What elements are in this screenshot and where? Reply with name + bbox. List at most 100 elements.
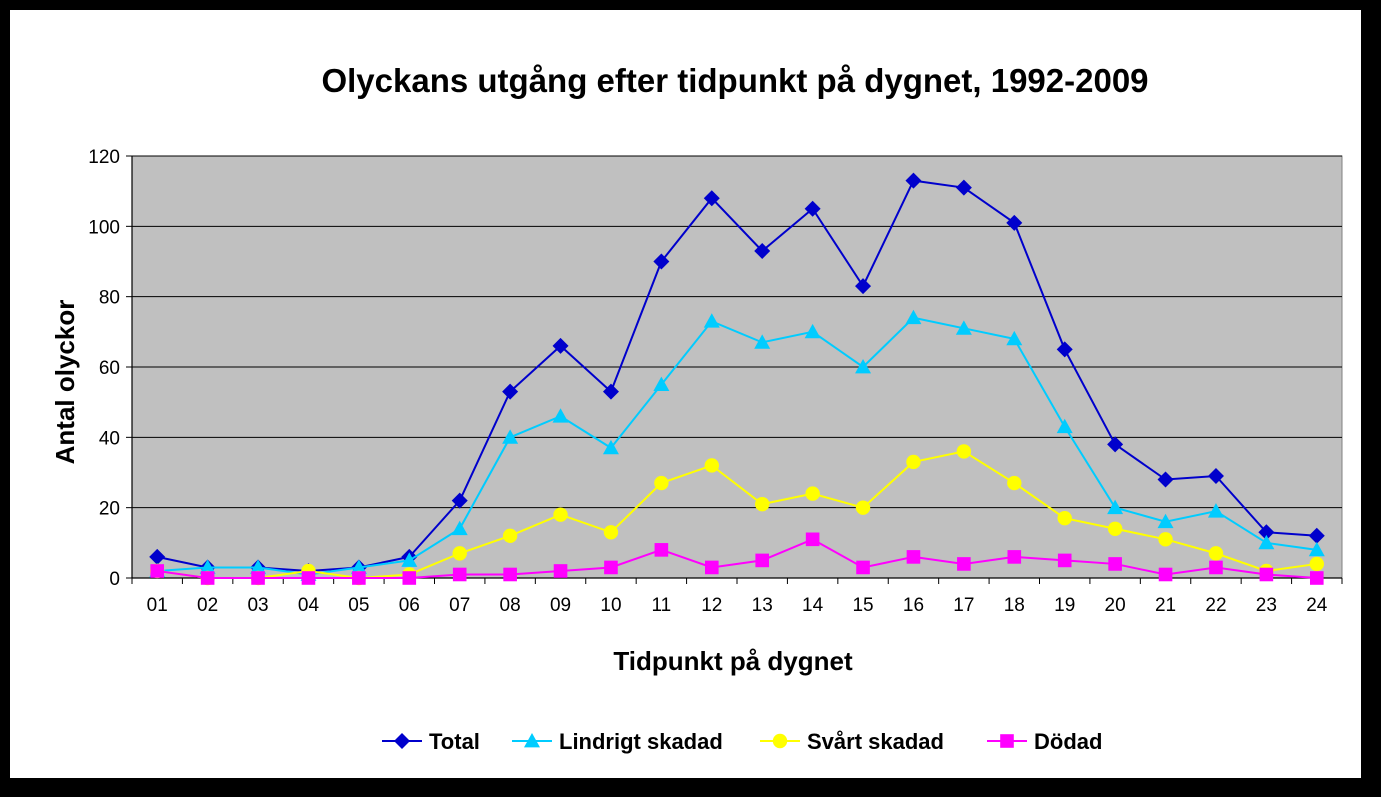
data-point-lindrigt-skadad — [451, 520, 468, 536]
y-tick-label: 100 — [88, 217, 120, 238]
x-tick-label: 13 — [752, 595, 773, 616]
data-point-lindrigt-skadad — [754, 334, 771, 349]
data-point-d-dad — [1209, 560, 1223, 575]
data-point-total — [1207, 468, 1224, 485]
x-tick-label: 17 — [953, 595, 974, 616]
y-tick-label: 120 — [88, 147, 120, 168]
data-point-d-dad — [805, 532, 820, 547]
data-point-d-dad — [856, 560, 870, 575]
data-point-lindrigt-skadad — [955, 320, 972, 335]
data-point-total — [502, 383, 519, 400]
x-tick-label: 14 — [802, 595, 824, 616]
data-point-sv-rt-skadad — [855, 500, 871, 515]
data-point-lindrigt-skadad — [1056, 418, 1073, 434]
data-point-d-dad — [251, 571, 265, 585]
data-point-sv-rt-skadad — [906, 454, 921, 470]
legend-item-d-dad: Dödad — [987, 729, 1102, 754]
x-tick-label: 11 — [652, 595, 672, 616]
chart-title: Olyckans utgång efter tidpunkt på dygnet… — [321, 62, 1148, 99]
data-point-d-dad — [704, 560, 719, 575]
x-tick-label: 09 — [550, 595, 571, 616]
legend: Total Lindrigt skadad Svårt skadad Dödad — [382, 729, 1102, 754]
data-point-sv-rt-skadad — [956, 444, 972, 459]
data-point-d-dad — [1309, 571, 1324, 585]
x-tick-label: 20 — [1105, 595, 1126, 616]
data-point-sv-rt-skadad — [704, 458, 719, 473]
data-point-sv-rt-skadad — [1309, 556, 1324, 572]
data-point-total — [451, 492, 468, 509]
data-point-lindrigt-skadad — [1258, 534, 1275, 550]
legend-label: Svårt skadad — [807, 729, 944, 754]
data-point-d-dad — [906, 550, 921, 564]
x-tick-label: 05 — [348, 595, 369, 616]
legend-item-sv-rt-skadad: Svårt skadad — [760, 729, 944, 754]
data-point-total — [1107, 436, 1124, 453]
series-line-d-dad — [157, 538, 1317, 579]
x-tick-label: 01 — [147, 595, 168, 616]
data-point-lindrigt-skadad — [350, 559, 367, 574]
data-point-d-dad — [1259, 567, 1274, 582]
series-line-lindrigt-skadad — [157, 316, 1317, 576]
data-point-d-dad — [1057, 553, 1072, 568]
data-point-d-dad — [150, 564, 165, 578]
data-point-d-dad — [452, 567, 467, 582]
line-chart: Olyckans utgång efter tidpunkt på dygnet… — [50, 62, 1343, 754]
x-tick-label: 04 — [298, 595, 320, 616]
legend-marker — [394, 733, 410, 749]
y-axis-ticks: 0 20 40 60 80 100 120 — [88, 147, 132, 590]
data-point-sv-rt-skadad — [553, 507, 568, 522]
data-point-lindrigt-skadad — [250, 559, 267, 574]
data-point-total — [1157, 471, 1174, 488]
data-point-sv-rt-skadad — [805, 486, 820, 501]
data-point-d-dad — [200, 571, 215, 585]
data-point-d-dad — [1007, 550, 1022, 564]
data-point-lindrigt-skadad — [1006, 330, 1023, 346]
data-point-lindrigt-skadad — [1107, 499, 1124, 515]
y-tick-label: 20 — [99, 499, 120, 520]
data-point-sv-rt-skadad — [452, 546, 467, 561]
data-point-lindrigt-skadad — [905, 309, 922, 325]
data-point-total — [703, 190, 720, 207]
data-point-sv-rt-skadad — [1208, 546, 1224, 561]
chart-frame: Olyckans utgång efter tidpunkt på dygnet… — [10, 10, 1361, 778]
legend-label: Dödad — [1034, 729, 1102, 754]
legend-marker — [524, 733, 540, 748]
data-point-d-dad — [755, 553, 770, 568]
legend-label: Total — [429, 729, 480, 754]
data-point-sv-rt-skadad — [1057, 511, 1072, 526]
data-point-sv-rt-skadad — [755, 496, 770, 512]
legend-label: Lindrigt skadad — [559, 729, 723, 754]
x-tick-label: 22 — [1205, 595, 1226, 616]
data-point-d-dad — [604, 560, 618, 575]
x-tick-label: 02 — [197, 595, 218, 616]
series-line-sv-rt-skadad — [157, 450, 1317, 580]
data-point-lindrigt-skadad — [804, 323, 821, 339]
x-tick-label: 10 — [600, 595, 621, 616]
data-point-sv-rt-skadad — [1007, 475, 1022, 491]
x-tick-label: 07 — [449, 595, 470, 616]
data-point-d-dad — [503, 567, 517, 582]
data-point-total — [653, 253, 670, 270]
x-axis-title: Tidpunkt på dygnet — [613, 646, 853, 676]
data-point-total — [855, 278, 872, 295]
y-axis-title: Antal olyckor — [50, 300, 80, 465]
data-point-total — [1258, 524, 1275, 541]
data-point-d-dad — [654, 543, 669, 557]
data-point-sv-rt-skadad — [1158, 532, 1173, 547]
data-point-lindrigt-skadad — [703, 313, 720, 328]
data-point-lindrigt-skadad — [1308, 541, 1325, 557]
data-point-total — [552, 337, 569, 354]
data-point-lindrigt-skadad — [602, 439, 619, 455]
series-lindrigt-skadad — [149, 309, 1325, 581]
data-point-sv-rt-skadad — [654, 475, 669, 491]
x-tick-label: 15 — [852, 595, 873, 616]
data-point-total — [955, 179, 972, 196]
x-tick-label: 18 — [1004, 595, 1025, 616]
y-tick-label: 80 — [99, 288, 120, 309]
data-point-total — [1056, 341, 1073, 358]
legend-marker — [772, 733, 788, 749]
data-point-d-dad — [352, 571, 366, 585]
data-point-lindrigt-skadad — [1157, 513, 1174, 529]
x-tick-label: 06 — [399, 595, 420, 616]
x-tick-label: 24 — [1306, 595, 1328, 616]
